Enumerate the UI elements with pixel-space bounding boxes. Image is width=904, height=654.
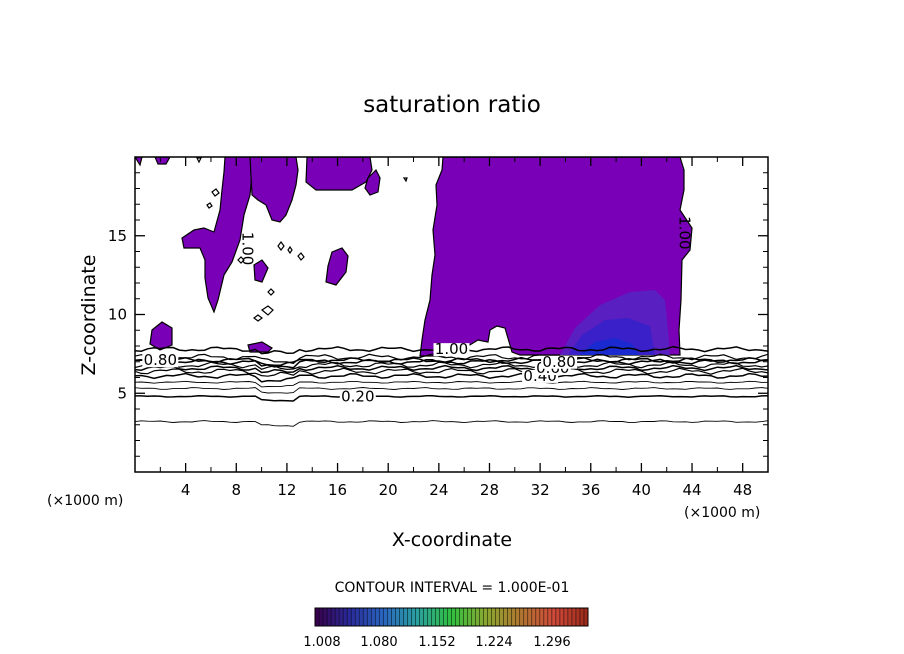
supersaturated-patch-2 xyxy=(249,157,299,223)
contour-line xyxy=(135,372,768,383)
x-axis-title: X-coordinate xyxy=(392,529,512,551)
colorbar-tick-label: 1.008 xyxy=(303,635,340,650)
x-tick-label: 24 xyxy=(429,481,448,499)
plot-area xyxy=(135,157,768,427)
x-tick-label: 48 xyxy=(733,481,752,499)
contour-interval-text: CONTOUR INTERVAL = 1.000E-01 xyxy=(335,580,570,596)
x-tick-label: 40 xyxy=(632,481,651,499)
contour-line xyxy=(135,380,768,388)
x-tick-label: 16 xyxy=(328,481,347,499)
contour-line xyxy=(135,353,768,365)
x-tick-label: 12 xyxy=(277,481,296,499)
contour-label-bg xyxy=(142,354,179,368)
y-axis-unit: (×1000 m) xyxy=(47,493,123,509)
contour-label-bg xyxy=(433,343,470,357)
x-axis: 4 8 12 16 20 24 28 32 36 40 44 48 xyxy=(159,157,752,499)
contour-line xyxy=(135,361,768,371)
contour-label-bg xyxy=(339,390,376,404)
colorbar-tick-label: 1.224 xyxy=(475,635,512,650)
y-tick-label: 10 xyxy=(108,306,127,324)
x-tick-label: 32 xyxy=(531,481,550,499)
colorbar-tick-label: 1.152 xyxy=(418,635,455,650)
contour-label: 1.00 xyxy=(675,216,693,249)
contour-label: 1.00 xyxy=(435,340,468,358)
contour-labels: 0.200.400.600.800.801.001.001.00 xyxy=(142,216,693,405)
y-tick-label: 5 xyxy=(117,384,127,402)
x-tick-label: 4 xyxy=(181,481,191,499)
scattered-contour-specks xyxy=(196,157,408,322)
contour-line xyxy=(135,367,768,377)
contour-label: 0.80 xyxy=(542,353,575,371)
x-tick-label: 28 xyxy=(480,481,499,499)
supersaturated-patch-6 xyxy=(149,321,173,351)
y-tick-label: 15 xyxy=(108,227,127,245)
contour-line xyxy=(135,364,768,374)
contour-label: 1.00 xyxy=(239,232,257,265)
contour-line xyxy=(135,358,768,369)
supersaturated-patch-10 xyxy=(253,259,269,283)
contour-line xyxy=(135,420,768,427)
colorbar-tick-label: 1.296 xyxy=(533,635,570,650)
y-axis-title: Z-coordinate xyxy=(78,255,100,376)
x-tick-label: 36 xyxy=(581,481,600,499)
x-tick-label: 20 xyxy=(379,481,398,499)
supersaturated-patch-8 xyxy=(135,157,143,167)
x-tick-label: 8 xyxy=(232,481,242,499)
contour-line xyxy=(135,394,768,402)
colorbar: 1.008 1.080 1.152 1.224 1.296 xyxy=(303,607,589,650)
contour-label-bg xyxy=(541,355,578,369)
x-axis-unit: (×1000 m) xyxy=(684,505,760,521)
supersaturated-patch-5 xyxy=(325,247,349,286)
contour-line xyxy=(135,387,768,394)
supersaturated-patch-3 xyxy=(305,157,373,191)
x-tick-label: 44 xyxy=(682,481,701,499)
colorbar-tick-label: 1.080 xyxy=(360,635,397,650)
contour-line xyxy=(135,356,768,367)
contour-lines xyxy=(135,345,768,427)
supersaturated-patch-9 xyxy=(154,157,171,165)
chart-title: saturation ratio xyxy=(363,92,541,118)
supersaturated-patch-4 xyxy=(364,168,381,196)
contour-label: 0.80 xyxy=(144,351,177,369)
contour-label: 0.20 xyxy=(341,387,374,405)
y-axis: 5 10 15 xyxy=(108,172,768,457)
supersaturated-patch-1 xyxy=(181,157,253,314)
